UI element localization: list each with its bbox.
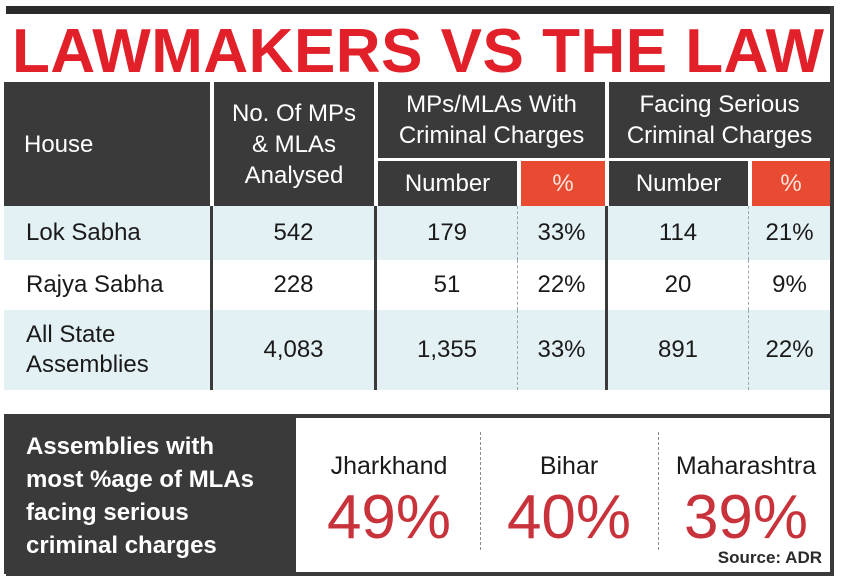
row-criminal-percent: 22% [517, 260, 606, 310]
header-serious-line: Criminal Charges [626, 122, 813, 149]
header-serious-number: Number [605, 158, 749, 206]
state-percent: 40% [506, 483, 632, 552]
header-criminal: MPs/MLAs With Criminal Charges [374, 82, 606, 158]
state-name: Bihar [539, 452, 599, 480]
row-analysed: 228 [210, 260, 374, 310]
row-house-line: All State [26, 321, 116, 348]
state-name: Jharkhand [330, 452, 448, 480]
row-house: Rajya Sabha [4, 260, 210, 310]
header-serious-percent: % [748, 158, 831, 206]
state-maharashtra: Maharashtra 39% [662, 418, 830, 574]
header-criminal-line: MPs/MLAs With [406, 91, 577, 118]
row-house: Lok Sabha [4, 206, 210, 260]
table-row: All State Assemblies 4,083 1,355 33% 891… [4, 310, 831, 390]
highlights-label-line: Assemblies with [26, 433, 215, 460]
highlights-label: Assemblies with most %age of MLAs facing… [4, 418, 296, 574]
highlights-band: Assemblies with most %age of MLAs facing… [4, 414, 830, 574]
right-border [830, 6, 834, 574]
row-serious-number: 114 [605, 206, 749, 260]
infographic: LAWMAKERS VS THE LAW [6, 6, 834, 574]
bottom-border [6, 572, 834, 576]
row-serious-percent: 22% [748, 310, 831, 390]
lawmakers-table: House No. Of MPs & MLAs Analysed MPs/MLA… [4, 82, 831, 390]
state-name: Maharashtra [675, 452, 817, 480]
row-house: All State Assemblies [4, 310, 210, 390]
table-row: Rajya Sabha 228 51 22% 20 9% [4, 260, 831, 310]
highlights-label-line: facing serious [26, 499, 189, 526]
header-serious-line: Facing Serious [639, 91, 800, 118]
header-analysed-line: No. Of MPs [231, 99, 357, 127]
header-analysed: No. Of MPs & MLAs Analysed [210, 82, 374, 206]
row-criminal-percent: 33% [517, 206, 606, 260]
table-row: Lok Sabha 542 179 33% 114 21% [4, 206, 831, 260]
headline: LAWMAKERS VS THE LAW [12, 17, 825, 86]
state-divider [480, 432, 481, 550]
header-house: House [4, 82, 210, 206]
state-percent: 49% [326, 483, 452, 552]
row-serious-percent: 21% [748, 206, 831, 260]
state-jharkhand: Jharkhand 49% [304, 418, 474, 574]
header-criminal-number: Number [374, 158, 517, 206]
row-serious-number: 891 [605, 310, 749, 390]
row-criminal-number: 51 [374, 260, 517, 310]
row-serious-percent: 9% [748, 260, 831, 310]
highlights-label-line: criminal charges [26, 532, 217, 559]
header-serious: Facing Serious Criminal Charges [605, 82, 831, 158]
source-note: Source: ADR [717, 548, 822, 567]
row-house-line: Assemblies [26, 351, 149, 378]
row-criminal-percent: 33% [517, 310, 606, 390]
row-analysed: 4,083 [210, 310, 374, 390]
state-divider [658, 432, 659, 550]
state-percent: 39% [683, 483, 809, 552]
top-rule [6, 6, 834, 14]
header-analysed-line: & MLAs [251, 130, 337, 158]
header-analysed-line: Analysed [244, 161, 344, 189]
header-criminal-percent: % [517, 158, 606, 206]
state-bihar: Bihar 40% [484, 418, 654, 574]
row-criminal-number: 1,355 [374, 310, 517, 390]
row-serious-number: 20 [605, 260, 749, 310]
row-analysed: 542 [210, 206, 374, 260]
row-criminal-number: 179 [374, 206, 517, 260]
highlights-label-line: most %age of MLAs [26, 466, 255, 493]
header-criminal-line: Criminal Charges [398, 122, 585, 149]
